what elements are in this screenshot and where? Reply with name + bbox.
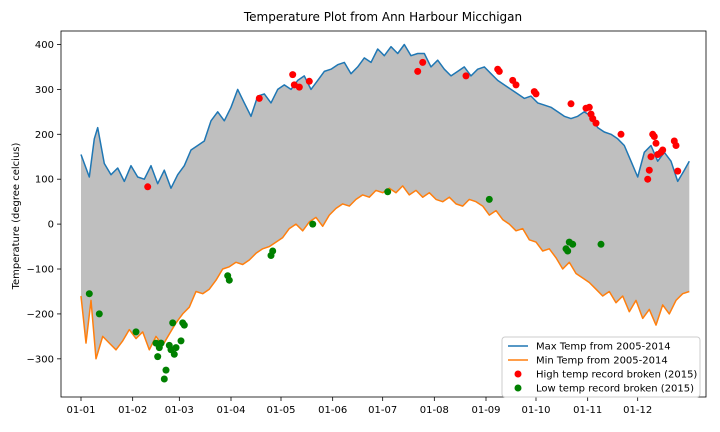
- high-record-point: [659, 146, 667, 154]
- high-record-point: [585, 103, 593, 111]
- low-record-point: [95, 310, 103, 318]
- y-tick-label: 400: [35, 40, 54, 51]
- x-tick-label: 01-03: [165, 405, 194, 416]
- x-tick-label: 01-05: [266, 405, 295, 416]
- low-record-point: [85, 290, 93, 298]
- x-tick-label: 01-12: [623, 405, 652, 416]
- high-record-point: [289, 71, 297, 79]
- chart-title: Temperature Plot from Ann Harbour Micchi…: [243, 10, 522, 24]
- fill-between-area: [81, 44, 690, 359]
- low-record-point: [564, 247, 572, 255]
- low-record-point: [597, 240, 605, 248]
- x-axis-ticks: 01-01 01-02 01-03 01-04 01-05 01-06 01-07 01-08…: [66, 397, 652, 416]
- high-record-point: [647, 153, 655, 161]
- x-tick-label: 01-09: [471, 405, 500, 416]
- low-record-point: [162, 366, 170, 374]
- high-record-point: [567, 100, 575, 108]
- high-record-point: [512, 81, 520, 89]
- y-tick-label: 100: [35, 175, 54, 186]
- y-axis-label: Temperature (degree celcius): [11, 143, 22, 291]
- low-record-point: [269, 247, 277, 255]
- y-tick-label: −200: [27, 309, 54, 320]
- high-record-point: [644, 175, 652, 183]
- legend-dot-swatch: [514, 370, 522, 378]
- high-record-point: [144, 183, 152, 191]
- record-points: [85, 58, 682, 383]
- y-tick-label: 0: [48, 220, 54, 231]
- y-tick-label: 300: [35, 85, 54, 96]
- high-record-point: [295, 83, 303, 91]
- x-tick-label: 01-02: [118, 405, 147, 416]
- high-record-point: [592, 119, 600, 127]
- legend-label: High temp record broken (2015): [536, 370, 697, 381]
- high-record-point: [645, 166, 653, 174]
- temperature-range-fill: [81, 44, 690, 359]
- legend-label: Min Temp from 2005-2014: [536, 356, 668, 367]
- y-axis-ticks: −300 −200 −100 0 100 200 300 400: [27, 40, 61, 365]
- low-record-point: [157, 339, 165, 347]
- high-record-point: [414, 67, 422, 75]
- x-tick-label: 01-01: [66, 405, 95, 416]
- x-tick-label: 01-07: [368, 405, 397, 416]
- low-record-point: [569, 240, 577, 248]
- high-record-point: [255, 94, 263, 102]
- low-record-point: [225, 276, 233, 284]
- low-record-point: [384, 188, 392, 196]
- legend-dot-swatch: [514, 384, 522, 392]
- x-tick-label: 01-10: [521, 405, 550, 416]
- low-record-point: [180, 321, 188, 329]
- low-record-point: [177, 337, 185, 345]
- x-tick-label: 01-08: [420, 405, 449, 416]
- high-record-point: [672, 142, 680, 149]
- legend-label: Low temp record broken (2015): [536, 384, 694, 395]
- high-record-point: [532, 90, 540, 98]
- legend: Max Temp from 2005-2014 Min Temp from 200…: [501, 336, 701, 398]
- low-record-point: [160, 375, 168, 383]
- x-tick-label: 01-06: [318, 405, 347, 416]
- y-tick-label: −100: [27, 265, 54, 276]
- x-tick-label: 01-04: [216, 405, 245, 416]
- low-record-point: [485, 195, 493, 203]
- y-tick-label: −300: [27, 354, 54, 365]
- low-record-point: [132, 328, 140, 336]
- low-record-point: [309, 220, 317, 228]
- legend-box: [501, 336, 701, 398]
- plot-frame: [60, 30, 707, 398]
- legend-label: Max Temp from 2005-2014: [536, 342, 671, 353]
- y-tick-label: 200: [35, 130, 54, 141]
- high-record-point: [652, 139, 660, 147]
- high-record-point: [674, 167, 682, 175]
- high-record-point: [495, 67, 503, 75]
- min-temp-line: [80, 185, 690, 360]
- low-record-point: [170, 350, 178, 358]
- high-record-point: [419, 58, 427, 66]
- low-record-point: [172, 344, 180, 352]
- high-record-point: [617, 130, 625, 138]
- high-record-point: [305, 77, 313, 85]
- high-record-point: [650, 133, 658, 140]
- low-record-point: [154, 353, 162, 361]
- x-tick-label: 01-11: [573, 405, 602, 416]
- low-record-point: [169, 319, 177, 327]
- high-record-point: [462, 72, 470, 80]
